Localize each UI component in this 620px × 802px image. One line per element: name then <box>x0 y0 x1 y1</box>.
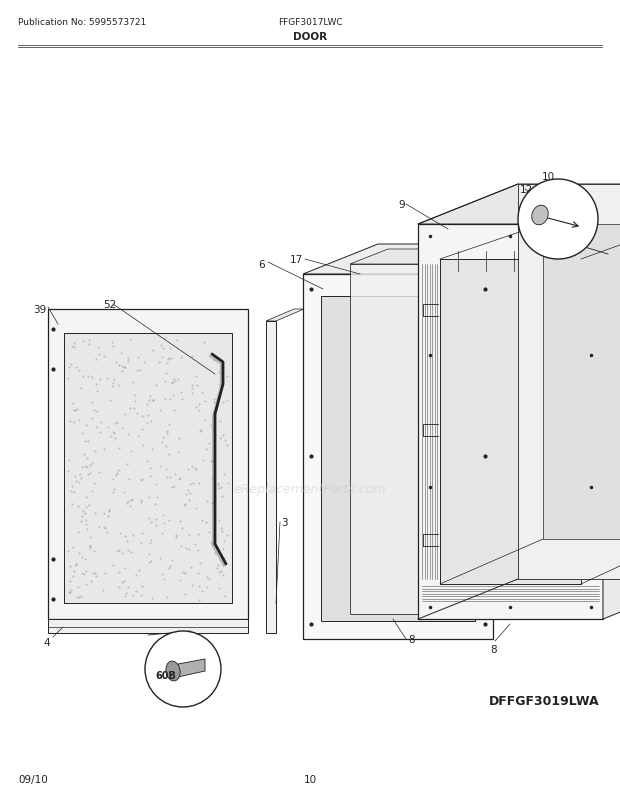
Text: 10: 10 <box>541 172 554 182</box>
Polygon shape <box>585 274 595 294</box>
Polygon shape <box>266 322 276 634</box>
Polygon shape <box>48 619 248 634</box>
Text: 60B: 60B <box>155 670 176 680</box>
Text: 8: 8 <box>408 634 415 644</box>
Polygon shape <box>418 225 603 619</box>
Text: 39: 39 <box>33 305 46 314</box>
Ellipse shape <box>532 206 548 225</box>
Polygon shape <box>178 659 205 677</box>
Circle shape <box>145 631 221 707</box>
Polygon shape <box>321 296 475 622</box>
Polygon shape <box>543 225 620 539</box>
Circle shape <box>518 180 598 260</box>
Text: 12: 12 <box>520 184 533 195</box>
Text: 6: 6 <box>258 260 265 269</box>
Text: DOOR: DOOR <box>293 32 327 42</box>
Polygon shape <box>350 249 558 265</box>
Text: 9: 9 <box>398 200 405 210</box>
Polygon shape <box>440 260 581 585</box>
Polygon shape <box>603 184 620 619</box>
Ellipse shape <box>166 662 180 681</box>
Text: FFGF3017LWC: FFGF3017LWC <box>278 18 342 27</box>
Polygon shape <box>585 354 595 375</box>
Text: eReplacementParts.com: eReplacementParts.com <box>234 483 386 496</box>
Polygon shape <box>303 274 493 639</box>
Polygon shape <box>303 245 568 274</box>
Polygon shape <box>48 310 248 619</box>
Text: 10: 10 <box>303 774 317 784</box>
Text: DFFGF3019LWA: DFFGF3019LWA <box>489 695 600 707</box>
Polygon shape <box>585 514 595 534</box>
Text: 3: 3 <box>281 517 288 528</box>
Polygon shape <box>518 184 620 579</box>
Text: 52: 52 <box>103 300 117 310</box>
Text: 4: 4 <box>43 638 50 647</box>
Text: 09/10: 09/10 <box>18 774 48 784</box>
Polygon shape <box>585 435 595 455</box>
Text: 8: 8 <box>490 644 497 654</box>
Polygon shape <box>266 310 304 322</box>
Text: Publication No: 5995573721: Publication No: 5995573721 <box>18 18 146 27</box>
Polygon shape <box>418 184 620 225</box>
Polygon shape <box>350 265 520 614</box>
Polygon shape <box>64 334 232 603</box>
Text: 17: 17 <box>290 255 303 265</box>
